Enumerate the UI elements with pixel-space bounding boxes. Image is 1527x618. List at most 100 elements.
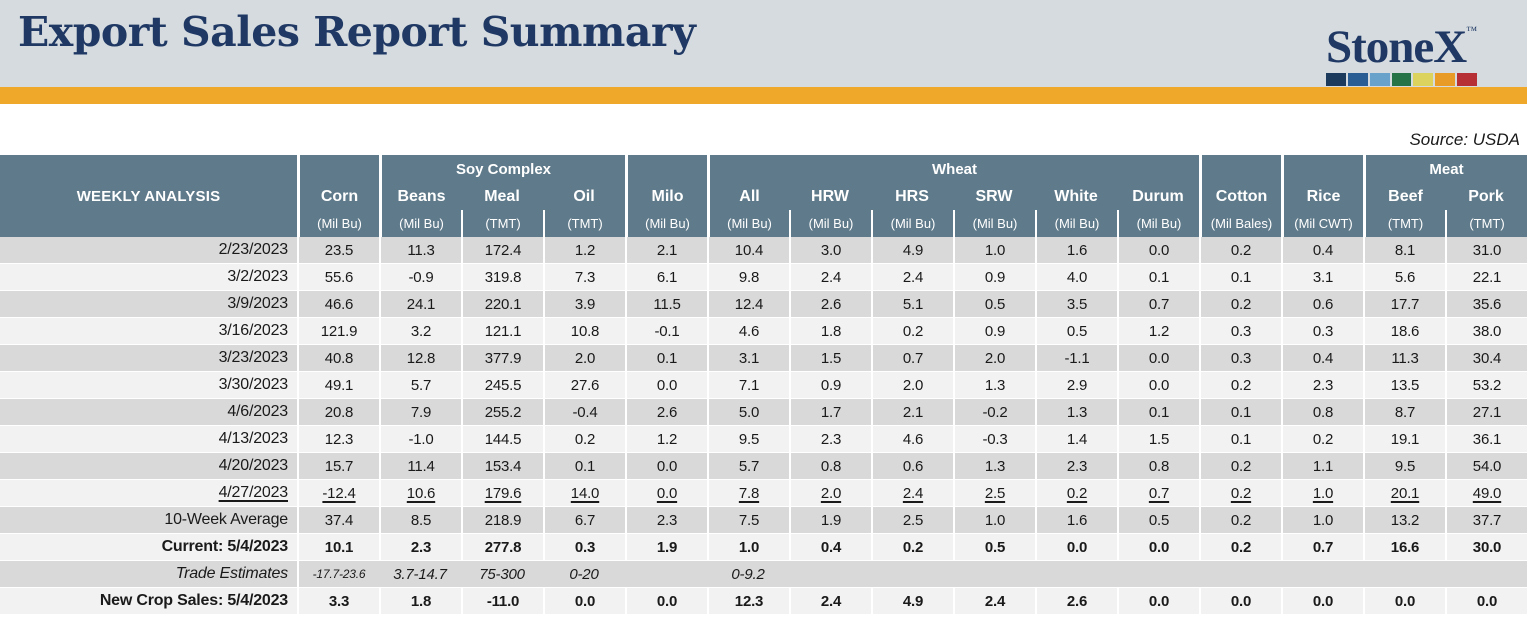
cell-beef: 0.0	[1363, 588, 1445, 615]
cell-hrs: 2.0	[871, 372, 953, 399]
col-header-beef: Beef	[1363, 183, 1445, 210]
cell-hrw: 2.6	[789, 291, 871, 318]
cell-hrw: 1.5	[789, 345, 871, 372]
cell-beans: 1.8	[379, 588, 461, 615]
cell-hrs	[871, 561, 953, 588]
cell-meal: 245.5	[461, 372, 543, 399]
cell-rice: 2.3	[1281, 372, 1363, 399]
cell-pork: 30.4	[1445, 345, 1527, 372]
cell-oil: 0-20	[543, 561, 625, 588]
cell-white: 0.2	[1035, 480, 1117, 507]
cell-corn: -12.4	[297, 480, 379, 507]
col-unit-srw: (Mil Bu)	[953, 210, 1035, 237]
cell-white: 1.6	[1035, 507, 1117, 534]
col-header-all: All	[707, 183, 789, 210]
cell-all: 7.5	[707, 507, 789, 534]
cell-hrw: 1.7	[789, 399, 871, 426]
cell-pork: 38.0	[1445, 318, 1527, 345]
cell-durum: 0.0	[1117, 588, 1199, 615]
col-header-meal: Meal	[461, 183, 543, 210]
cell-meal: -11.0	[461, 588, 543, 615]
cell-beans: 11.4	[379, 453, 461, 480]
group-header-wheat: Wheat	[707, 155, 1199, 183]
table-row-4-13-2023: 4/13/2023 12.3 -1.0 144.5 0.2 1.2 9.5 2.3 4.6 -0.…	[0, 426, 1527, 453]
cell-milo: 0.1	[625, 345, 707, 372]
cell-srw: -0.3	[953, 426, 1035, 453]
cell-beef: 8.7	[1363, 399, 1445, 426]
cell-oil: 10.8	[543, 318, 625, 345]
cell-hrw: 1.8	[789, 318, 871, 345]
cell-durum: 0.0	[1117, 237, 1199, 264]
cell-cotton: 0.2	[1199, 480, 1281, 507]
row-label: 4/20/2023	[0, 453, 297, 480]
row-label: Trade Estimates	[0, 561, 297, 588]
cell-milo: 1.2	[625, 426, 707, 453]
cell-srw: 0.5	[953, 534, 1035, 561]
cell-beef: 13.5	[1363, 372, 1445, 399]
cell-oil: 0.0	[543, 588, 625, 615]
cell-corn: 46.6	[297, 291, 379, 318]
cell-srw: 0.9	[953, 318, 1035, 345]
cell-hrs: 0.2	[871, 534, 953, 561]
cell-cotton: 0.0	[1199, 588, 1281, 615]
cell-rice: 0.0	[1281, 588, 1363, 615]
cell-durum: 1.2	[1117, 318, 1199, 345]
col-unit-hrs: (Mil Bu)	[871, 210, 953, 237]
cell-beans: 12.8	[379, 345, 461, 372]
cell-rice: 1.1	[1281, 453, 1363, 480]
cell-white: 2.3	[1035, 453, 1117, 480]
cell-hrw: 3.0	[789, 237, 871, 264]
cell-srw: 1.0	[953, 507, 1035, 534]
logo-color-segment	[1325, 73, 1346, 86]
cell-pork: 30.0	[1445, 534, 1527, 561]
cell-white	[1035, 561, 1117, 588]
cell-all: 7.1	[707, 372, 789, 399]
cell-corn: 20.8	[297, 399, 379, 426]
cell-rice: 1.0	[1281, 480, 1363, 507]
cell-rice: 0.4	[1281, 345, 1363, 372]
col-header-corn: Corn	[297, 183, 379, 210]
row-label: 10-Week Average	[0, 507, 297, 534]
cell-meal: 153.4	[461, 453, 543, 480]
cell-durum: 0.5	[1117, 507, 1199, 534]
cell-white: 1.4	[1035, 426, 1117, 453]
cell-milo: 2.1	[625, 237, 707, 264]
cell-oil: 1.2	[543, 237, 625, 264]
cell-milo: 6.1	[625, 264, 707, 291]
cell-white: 2.9	[1035, 372, 1117, 399]
cell-pork: 35.6	[1445, 291, 1527, 318]
cell-cotton: 0.1	[1199, 426, 1281, 453]
table-row-3-2-2023: 3/2/2023 55.6 -0.9 319.8 7.3 6.1 9.8 2.4 2.4 0.9 4…	[0, 264, 1527, 291]
row-label: 3/9/2023	[0, 291, 297, 318]
col-unit-beans: (Mil Bu)	[379, 210, 461, 237]
row-label: 3/16/2023	[0, 318, 297, 345]
cell-all: 10.4	[707, 237, 789, 264]
cell-oil: 0.3	[543, 534, 625, 561]
cell-white: 0.5	[1035, 318, 1117, 345]
cell-durum: 0.7	[1117, 480, 1199, 507]
cell-beans: 3.2	[379, 318, 461, 345]
cell-all: 9.5	[707, 426, 789, 453]
page-title: Export Sales Report Summary	[18, 8, 696, 56]
cell-corn: 10.1	[297, 534, 379, 561]
cell-milo: 0.0	[625, 480, 707, 507]
cell-hrw: 2.4	[789, 264, 871, 291]
col-unit-pork: (TMT)	[1445, 210, 1527, 237]
cell-milo: 11.5	[625, 291, 707, 318]
group-header-empty	[1281, 155, 1363, 183]
cell-rice: 0.3	[1281, 318, 1363, 345]
col-header-rice: Rice	[1281, 183, 1363, 210]
masthead: Export Sales Report Summary StoneX™	[0, 0, 1527, 87]
cell-rice: 0.6	[1281, 291, 1363, 318]
cell-pork: 27.1	[1445, 399, 1527, 426]
cell-milo: 0.0	[625, 588, 707, 615]
cell-meal: 121.1	[461, 318, 543, 345]
row-label: 4/13/2023	[0, 426, 297, 453]
cell-srw: 2.0	[953, 345, 1035, 372]
cell-durum: 0.8	[1117, 453, 1199, 480]
cell-beef: 5.6	[1363, 264, 1445, 291]
col-unit-cotton: (Mil Bales)	[1199, 210, 1281, 237]
table-row-2-23-2023: 2/23/2023 23.5 11.3 172.4 1.2 2.1 10.4 3.0 4.9 1.…	[0, 237, 1527, 264]
table-row-3-16-2023: 3/16/2023 121.9 3.2 121.1 10.8 -0.1 4.6 1.8 0.2 0…	[0, 318, 1527, 345]
